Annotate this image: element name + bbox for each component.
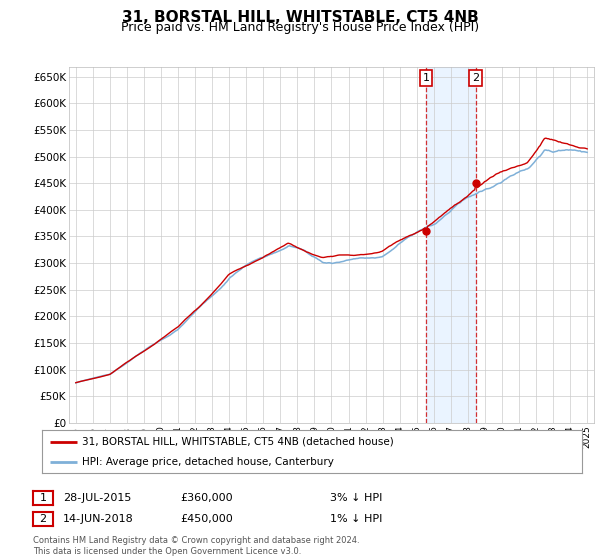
Text: Price paid vs. HM Land Registry's House Price Index (HPI): Price paid vs. HM Land Registry's House … [121,21,479,34]
Text: £360,000: £360,000 [180,493,233,503]
Text: 3% ↓ HPI: 3% ↓ HPI [330,493,382,503]
Text: 28-JUL-2015: 28-JUL-2015 [63,493,131,503]
Text: Contains HM Land Registry data © Crown copyright and database right 2024.
This d: Contains HM Land Registry data © Crown c… [33,536,359,556]
Text: 1% ↓ HPI: 1% ↓ HPI [330,514,382,524]
Text: 2: 2 [472,73,479,83]
Text: 1: 1 [422,73,430,83]
Text: 2: 2 [40,514,46,524]
Bar [426,67,476,423]
Text: 31, BORSTAL HILL, WHITSTABLE, CT5 4NB: 31, BORSTAL HILL, WHITSTABLE, CT5 4NB [122,10,478,25]
Text: 14-JUN-2018: 14-JUN-2018 [63,514,134,524]
Text: £450,000: £450,000 [180,514,233,524]
Text: HPI: Average price, detached house, Canterbury: HPI: Average price, detached house, Cant… [83,456,334,466]
Text: 31, BORSTAL HILL, WHITSTABLE, CT5 4NB (detached house): 31, BORSTAL HILL, WHITSTABLE, CT5 4NB (d… [83,437,394,447]
Text: 1: 1 [40,493,46,503]
